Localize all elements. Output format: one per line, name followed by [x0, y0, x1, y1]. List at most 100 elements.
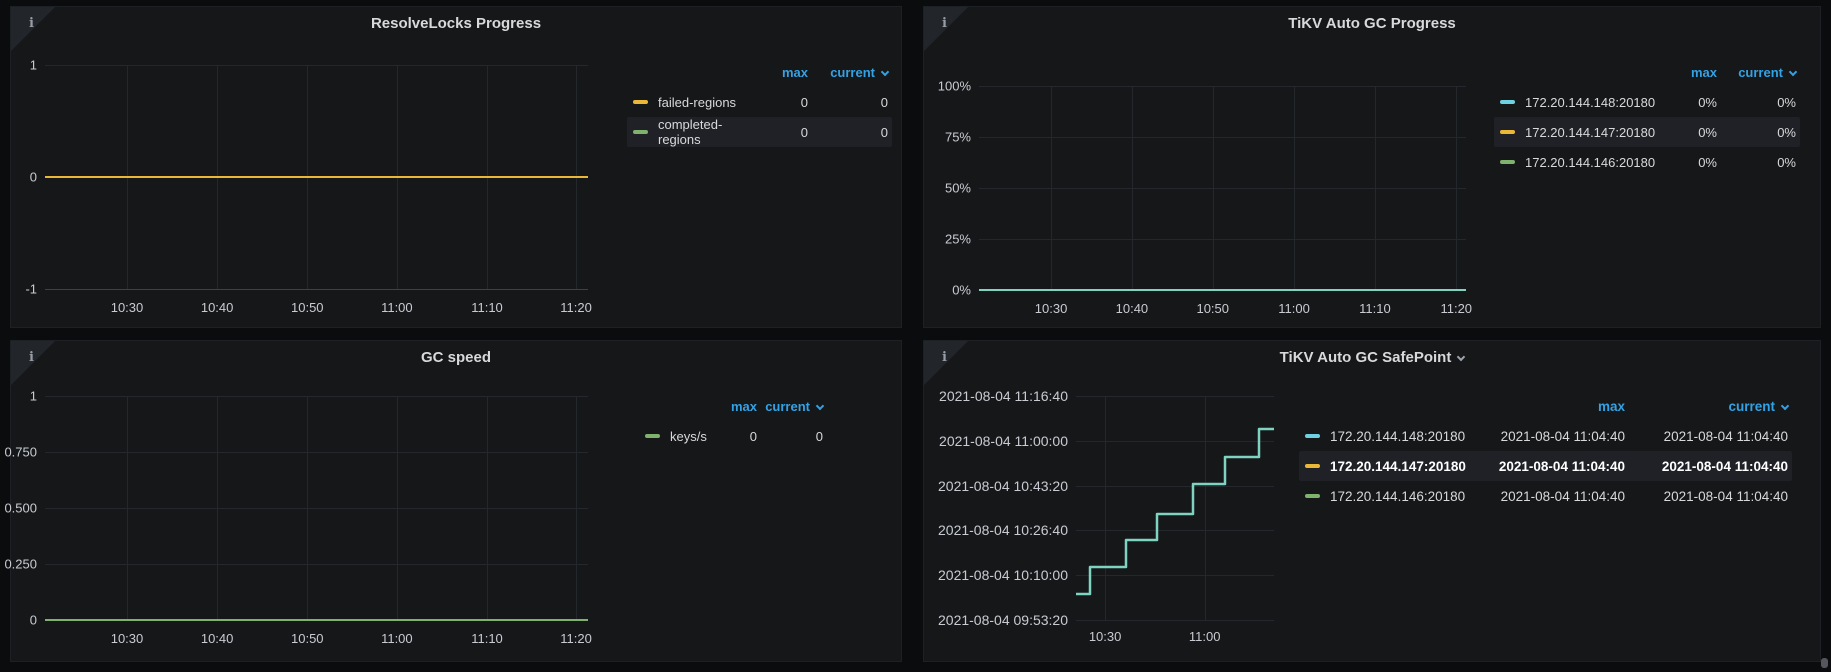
legend-row: 172.20.144.147:20180 2021-08-04 11:04:40… — [1299, 451, 1792, 481]
legend-series-label[interactable]: 172.20.144.148:20180 — [1330, 428, 1466, 444]
legend-series-label[interactable]: 172.20.144.148:20180 — [1525, 94, 1656, 110]
legend-current-value: 2021-08-04 11:04:40 — [1661, 458, 1788, 474]
legend-sort-current[interactable]: current — [1717, 65, 1798, 80]
legend-sort-max[interactable]: max — [730, 398, 757, 414]
gridline — [1204, 396, 1206, 620]
x-tick: 10:30 — [1088, 629, 1122, 644]
gridline — [1076, 620, 1274, 621]
panel-title[interactable]: ResolveLocks Progress — [370, 15, 542, 32]
gridline — [979, 188, 1466, 189]
gridline — [1076, 575, 1274, 577]
legend-row: 172.20.144.148:20180 2021-08-04 11:04:40… — [1299, 421, 1792, 451]
info-icon: i — [942, 350, 947, 365]
x-tick: 11:00 — [1278, 301, 1310, 316]
legend-series-label[interactable]: 172.20.144.146:20180 — [1525, 154, 1656, 170]
series-color-swatch — [1305, 494, 1320, 498]
y-tick: 2021-08-04 10:10:00 — [938, 567, 1068, 584]
gridline — [1374, 86, 1376, 290]
legend: max current 172.20.144.148:20180 0% 0% 1… — [1494, 61, 1800, 177]
legend-current-value: 0 — [880, 124, 888, 140]
gridline — [1051, 86, 1053, 290]
legend: max current failed-regions 0 0 completed… — [627, 61, 892, 147]
info-icon: i — [29, 350, 34, 365]
panel-title[interactable]: TiKV Auto GC SafePoint — [924, 341, 1820, 375]
legend-current-value: 2021-08-04 11:04:40 — [1663, 488, 1788, 504]
x-tick: 11:10 — [471, 631, 503, 646]
legend-current-value: 0% — [1777, 94, 1796, 110]
y-tick: 0 — [29, 169, 37, 185]
y-tick: 2021-08-04 09:53:20 — [938, 612, 1068, 628]
x-tick: 10:40 — [1115, 301, 1149, 316]
chevron-down-icon — [1780, 401, 1790, 410]
gridline — [1456, 86, 1458, 290]
legend-row: 172.20.144.146:20180 2021-08-04 11:04:40… — [1299, 481, 1792, 511]
legend-max-value: 2021-08-04 11:04:40 — [1500, 488, 1625, 504]
x-axis: 10:30 11:00 — [1076, 629, 1274, 647]
legend-row: 172.20.144.148:20180 0% 0% — [1494, 87, 1800, 117]
x-tick: 11:10 — [1359, 301, 1391, 316]
x-tick: 11:00 — [381, 300, 413, 315]
y-tick: 2021-08-04 10:43:20 — [938, 477, 1068, 494]
x-axis: 10:30 10:40 10:50 11:00 11:10 11:20 — [45, 631, 592, 649]
legend: max current 172.20.144.148:20180 2021-08… — [1299, 395, 1792, 511]
scrollbar-thumb[interactable] — [1821, 658, 1828, 668]
legend-current-value: 0% — [1777, 124, 1796, 140]
legend-row: 172.20.144.147:20180 0% 0% — [1494, 117, 1800, 147]
panel-title[interactable]: GC speed — [420, 349, 492, 366]
series-color-swatch — [645, 434, 660, 438]
legend-max-value: 2021-08-04 11:04:40 — [1498, 458, 1625, 474]
legend-series-label[interactable]: keys/s — [670, 428, 707, 444]
legend-sort-max[interactable]: max — [1597, 398, 1625, 414]
legend-series-label[interactable]: completed-regions — [658, 117, 723, 147]
y-tick: 0.250 — [4, 556, 37, 572]
x-tick: 11:00 — [1188, 629, 1221, 644]
legend-series-label[interactable]: 172.20.144.147:20180 — [1525, 124, 1656, 140]
y-tick: 50% — [944, 180, 971, 196]
legend-series-label[interactable]: failed-regions — [658, 94, 737, 110]
series-color-swatch — [1500, 160, 1515, 164]
gridline — [217, 396, 219, 620]
legend-row: completed-regions 0 0 — [627, 117, 892, 147]
x-tick: 10:30 — [110, 300, 144, 315]
y-tick: 75% — [944, 129, 971, 145]
y-tick: 0 — [29, 612, 37, 628]
info-icon: i — [29, 16, 34, 31]
plot-area[interactable]: 2021-08-04 11:16:40 2021-08-04 11:00:00 … — [938, 388, 1274, 628]
x-tick: 11:20 — [560, 631, 592, 646]
y-tick: 1 — [29, 388, 37, 404]
x-axis-line — [45, 289, 588, 290]
y-tick: 100% — [937, 78, 971, 94]
legend-sort-current[interactable]: current — [808, 65, 890, 80]
x-tick: 11:20 — [560, 300, 592, 315]
y-tick: 2021-08-04 11:16:40 — [939, 388, 1068, 404]
legend-sort-max[interactable]: max — [1690, 64, 1717, 80]
x-tick: 10:50 — [290, 631, 324, 646]
x-tick: 10:50 — [1196, 301, 1230, 316]
legend-header: max current — [1494, 61, 1800, 83]
legend-series-label[interactable]: 172.20.144.147:20180 — [1330, 458, 1466, 474]
legend-series-label[interactable]: 172.20.144.146:20180 — [1330, 488, 1466, 504]
x-axis: 10:30 10:40 10:50 11:00 11:10 11:20 — [45, 300, 592, 318]
series-line-gc-progress — [979, 289, 1466, 291]
y-tick: 2021-08-04 11:00:00 — [939, 432, 1068, 449]
plot-area[interactable]: 1 0.750 0.500 0.250 0 — [4, 389, 588, 628]
plot-area[interactable]: 100% 75% 50% 25% 0% — [938, 79, 1466, 298]
gridline — [487, 396, 488, 620]
plot-area[interactable]: 1 0 -1 — [25, 58, 588, 297]
series-color-swatch — [633, 130, 648, 134]
chevron-down-icon — [1788, 67, 1798, 76]
legend-sort-current[interactable]: current — [757, 399, 825, 414]
gridline — [979, 86, 1466, 87]
panel-title[interactable]: TiKV Auto GC Progress — [1288, 15, 1456, 32]
series-step-polyline — [1076, 427, 1274, 596]
legend: max current keys/s 0 0 — [639, 395, 827, 451]
y-tick: 25% — [944, 231, 971, 247]
panel-tikv-auto-gc-progress: i TiKV Auto GC Progress 100% 75% 50% 25%… — [923, 6, 1821, 328]
legend-sort-max[interactable]: max — [781, 64, 808, 80]
gridline — [45, 65, 588, 66]
gridline — [396, 396, 398, 620]
legend-max-value: 0% — [1698, 124, 1717, 140]
legend-sort-current[interactable]: current — [1625, 399, 1790, 414]
gridline — [1105, 396, 1107, 620]
legend-current-value: 2021-08-04 11:04:40 — [1663, 428, 1788, 444]
